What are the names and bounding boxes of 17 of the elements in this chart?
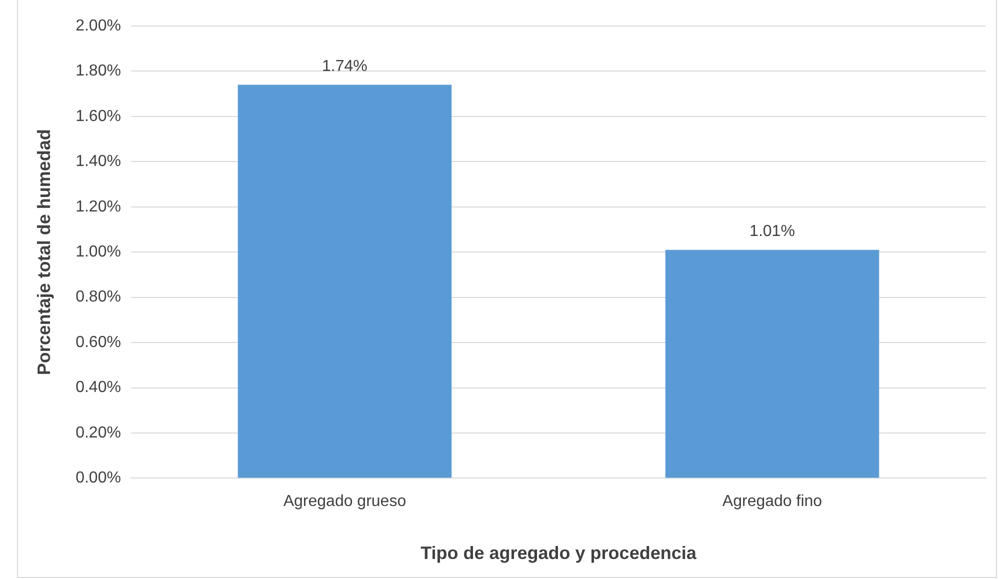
y-tick-label: 0.80% bbox=[76, 288, 121, 306]
y-axis-title: Porcentaje total de humedad bbox=[34, 129, 54, 376]
x-tick-label: Agregado fino bbox=[722, 493, 822, 510]
x-axis-title: Tipo de agregado y procedencia bbox=[420, 543, 698, 564]
data-label: 1.01% bbox=[750, 223, 795, 240]
y-tick-label: 1.40% bbox=[76, 153, 121, 170]
y-tick-label: 1.60% bbox=[76, 108, 121, 125]
y-tick-label: 0.60% bbox=[76, 334, 121, 351]
y-tick-label: 2.00% bbox=[76, 17, 121, 34]
y-tick-label: 0.00% bbox=[76, 470, 121, 487]
data-label: 1.74% bbox=[322, 58, 368, 76]
y-tick-label: 1.20% bbox=[76, 198, 121, 216]
x-tick-label: Agregado grueso bbox=[283, 493, 406, 510]
y-tick-label: 1.00% bbox=[76, 244, 121, 261]
y-tick-label: 0.20% bbox=[76, 424, 121, 442]
y-tick-label: 1.80% bbox=[76, 62, 121, 80]
y-tick-label: 0.40% bbox=[76, 379, 121, 396]
